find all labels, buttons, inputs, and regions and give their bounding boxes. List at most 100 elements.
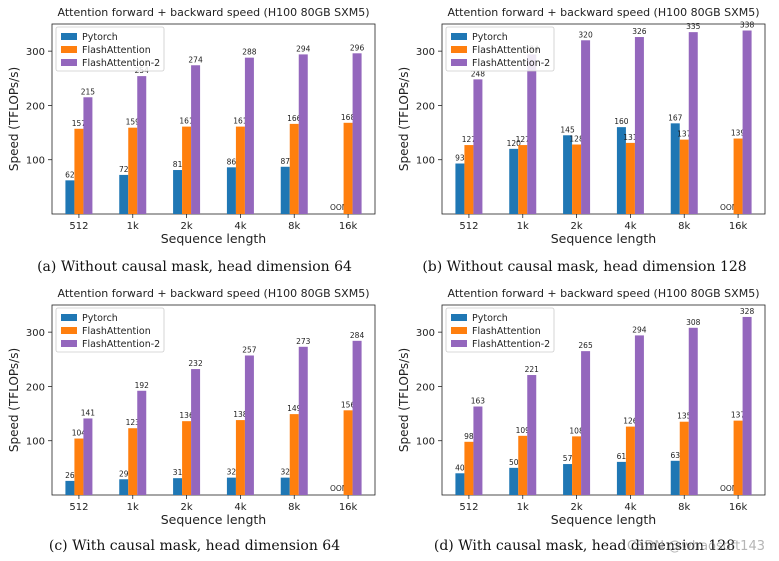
bar-pytorch [563, 464, 573, 495]
x-tick-label: 512 [459, 221, 478, 232]
x-tick-label: 512 [459, 502, 478, 513]
x-tick-label: 1k [127, 221, 139, 232]
x-tick-label: 4k [234, 221, 246, 232]
x-tick-label: 16k [339, 221, 358, 232]
bar-flashattention [235, 420, 245, 495]
data-label: 26 [65, 471, 75, 480]
bar-pytorch [280, 166, 290, 214]
bar-chart-b: Attention forward + backward speed (H100… [397, 6, 766, 246]
data-label: 127 [462, 135, 477, 144]
legend: Pytorch FlashAttention FlashAttention-2 [445, 307, 555, 353]
bar-flashattention [625, 426, 635, 495]
caption-a: (a) Without causal mask, head dimension … [37, 259, 352, 275]
x-tick-label: 2k [181, 502, 193, 513]
x-tick-label: 2k [571, 221, 583, 232]
data-label: 138 [233, 410, 248, 419]
data-label: 29 [119, 469, 129, 478]
x-tick-label: 2k [181, 221, 193, 232]
data-label: 104 [72, 429, 87, 438]
legend-label-flashattention: FlashAttention [82, 45, 151, 56]
x-tick-label: 8k [288, 502, 300, 513]
chart-title: Attention forward + backward speed (H100… [58, 6, 370, 19]
data-label: 257 [242, 345, 257, 354]
chart-panel-c: Attention forward + backward speed (H100… [0, 281, 389, 561]
bar-flashattention [289, 123, 299, 214]
legend-label-pytorch: Pytorch [82, 313, 118, 324]
data-label: 294 [632, 325, 647, 334]
y-tick-label: 100 [416, 156, 435, 167]
data-label: 32 [227, 468, 237, 477]
bar-flashattention-2 [581, 40, 591, 215]
data-label: 136 [179, 411, 194, 420]
data-label: 326 [632, 27, 647, 36]
y-tick-label: 100 [26, 156, 45, 167]
y-tick-label: 200 [416, 382, 435, 393]
legend-label-flashattention: FlashAttention [472, 45, 541, 56]
legend-label-pytorch: Pytorch [472, 313, 508, 324]
x-axis-label: Sequence length [551, 231, 656, 246]
bar-flashattention-2 [634, 335, 644, 495]
bar-pytorch [226, 167, 236, 214]
x-tick-label: 512 [69, 221, 88, 232]
bar-flashattention [733, 420, 743, 495]
data-label: 63 [670, 451, 680, 460]
legend-label-flashattention-2: FlashAttention-2 [82, 58, 160, 69]
data-label: 288 [242, 48, 257, 57]
bar-pytorch [509, 148, 519, 214]
bar-flashattention-2 [688, 327, 698, 495]
legend-swatch-flashattention [451, 327, 467, 334]
legend: Pytorch FlashAttention FlashAttention-2 [55, 26, 165, 72]
x-axis-label: Sequence length [161, 512, 266, 527]
data-label: 215 [81, 87, 96, 96]
data-label: 57 [563, 454, 573, 463]
data-label: 192 [135, 381, 150, 390]
bar-flashattention-2 [137, 76, 147, 214]
x-tick-label: 16k [339, 502, 358, 513]
bar-flashattention [235, 126, 245, 214]
legend-box [445, 26, 555, 72]
bar-flashattention [289, 414, 299, 495]
data-label: 273 [296, 337, 311, 346]
data-label: 328 [740, 307, 755, 316]
bar-flashattention [182, 126, 192, 214]
data-label: 308 [686, 318, 701, 327]
bar-pytorch [65, 180, 75, 214]
data-label: 32 [280, 468, 290, 477]
data-label: 141 [81, 408, 96, 417]
data-label: 166 [287, 114, 302, 123]
bar-flashattention [518, 145, 528, 214]
data-label: 87 [280, 157, 290, 166]
bar-flashattention [182, 421, 192, 495]
data-label: 81 [173, 160, 183, 169]
bar-flashattention-2 [137, 390, 147, 495]
data-label: 123 [126, 418, 141, 427]
bar-flashattention [128, 127, 138, 214]
bar-flashattention [74, 128, 84, 214]
y-axis-label: Speed (TFLOPs/s) [397, 348, 411, 452]
bar-pytorch [509, 467, 519, 495]
data-label: 167 [668, 113, 683, 122]
caption-d: (d) With causal mask, head dimension 128 [433, 538, 736, 554]
data-label: 40 [455, 463, 465, 472]
legend-swatch-pytorch [61, 314, 77, 321]
bar-flashattention-2 [634, 37, 644, 215]
data-label: 338 [740, 21, 755, 30]
bar-flashattention-2 [191, 369, 201, 495]
x-tick-label: 512 [69, 502, 88, 513]
legend-box [55, 26, 165, 72]
bar-flashattention-2 [191, 65, 201, 214]
legend-swatch-flashattention-2 [61, 340, 77, 347]
data-label: 72 [119, 165, 129, 174]
data-label: 137 [677, 130, 692, 139]
y-tick-label: 300 [416, 47, 435, 58]
bar-flashattention-2 [688, 32, 698, 215]
bar-pytorch [173, 478, 183, 495]
chart-panel-b: Attention forward + backward speed (H100… [390, 0, 779, 280]
x-tick-label: 1k [127, 502, 139, 513]
data-label: 320 [578, 30, 593, 39]
x-axis-label: Sequence length [551, 512, 656, 527]
data-label: 221 [525, 365, 540, 374]
bar-pytorch [173, 170, 183, 214]
data-label: 139 [731, 129, 746, 138]
bar-flashattention [343, 122, 353, 214]
